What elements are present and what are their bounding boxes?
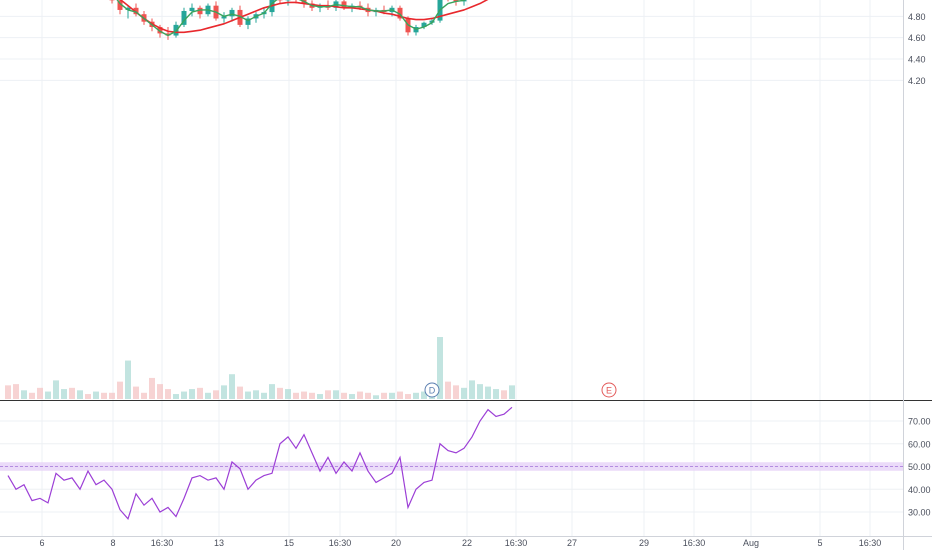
candles (6, 0, 515, 40)
volume-bar (213, 390, 219, 399)
time-tick-label: 22 (462, 538, 472, 548)
volume-bar (85, 394, 91, 399)
volume-bar (237, 387, 243, 399)
volume-bar (341, 393, 347, 399)
volume-bar (333, 390, 339, 399)
marker-label: E (606, 386, 612, 396)
volume-bar (45, 392, 51, 399)
volume-bar (317, 394, 323, 399)
time-tick-label: 15 (284, 538, 294, 548)
volume-bar (165, 389, 171, 399)
volume-bar (485, 387, 491, 399)
time-tick-label: 6 (39, 538, 44, 548)
time-tick-label: 16:30 (329, 538, 352, 548)
volume-bar (205, 393, 211, 399)
marker-label: D (429, 386, 436, 396)
volume-bar (245, 392, 251, 399)
volume-bar (261, 393, 267, 399)
volume-bar (13, 384, 19, 399)
volume-bar (293, 393, 299, 399)
volume-bar (509, 385, 515, 399)
volume-bar (109, 393, 115, 399)
time-tick-label: Aug (743, 538, 759, 548)
volume-bar (29, 393, 35, 399)
rsi-tick-label: 50.00 (908, 462, 931, 472)
volume-bar (381, 393, 387, 399)
rsi-tick-label: 30.00 (908, 508, 931, 518)
volume-bar (101, 393, 107, 399)
volume-bar (53, 380, 59, 399)
volume-bar (325, 390, 331, 399)
volume-bar (445, 382, 451, 399)
time-tick-label: 13 (214, 538, 224, 548)
time-tick-label: 16:30 (859, 538, 882, 548)
time-tick-label: 16:30 (151, 538, 174, 548)
volume-bar (373, 395, 379, 399)
volume-bar (349, 394, 355, 399)
volume-bar (181, 392, 187, 399)
volume-bar (309, 393, 315, 399)
volume-bar (117, 382, 123, 399)
price-tick-label: 4.40 (908, 55, 926, 65)
time-tick-label: 8 (110, 538, 115, 548)
time-tick-label: 5 (817, 538, 822, 548)
volume-bar (173, 394, 179, 399)
volume-bar (37, 388, 43, 399)
price-tick-label: 4.80 (908, 12, 926, 22)
volume-bar (501, 390, 507, 399)
volume-bar (493, 389, 499, 399)
price-tick-label: 4.20 (908, 76, 926, 86)
volume-bar (21, 390, 27, 399)
volume-bar (93, 392, 99, 399)
volume-bar (125, 361, 131, 399)
volume-bar (357, 392, 363, 399)
volume-bar (229, 374, 235, 399)
volume-bar (197, 388, 203, 399)
rsi-tick-label: 40.00 (908, 485, 931, 495)
volume-bar (461, 388, 467, 399)
volume-bar (389, 393, 395, 399)
rsi-panel (0, 407, 903, 518)
volume-bar (365, 393, 371, 399)
time-tick-label: 20 (391, 538, 401, 548)
rsi-tick-label: 70.00 (908, 417, 931, 427)
volume-bar (301, 392, 307, 399)
rsi-tick-label: 60.00 (908, 439, 931, 449)
volume-bar (141, 393, 147, 399)
volume-bar (133, 387, 139, 399)
volume-bar (469, 380, 475, 399)
moving-averages (8, 0, 512, 36)
volume-bar (69, 388, 75, 399)
volume-bar (405, 394, 411, 399)
candle-body (190, 8, 195, 11)
time-tick-label: 16:30 (683, 538, 706, 548)
dividend-marker[interactable]: D (425, 383, 439, 397)
volume-bar (285, 389, 291, 399)
price-tick-label: 4.60 (908, 33, 926, 43)
volume-bar (277, 388, 283, 399)
volume-bar (157, 384, 163, 399)
time-tick-label: 29 (639, 538, 649, 548)
time-tick-label: 16:30 (505, 538, 528, 548)
earnings-marker[interactable]: E (602, 383, 616, 397)
volume-bar (221, 385, 227, 399)
volume-bar (453, 385, 459, 399)
volume-bar (189, 389, 195, 399)
volume-bar (413, 393, 419, 399)
volume-bar (5, 385, 11, 399)
volume-bar (397, 392, 403, 399)
volume-bar (269, 384, 275, 399)
volume-bar (61, 389, 67, 399)
volume-bar (149, 378, 155, 399)
volume-bar (477, 384, 483, 399)
volume-bar (77, 390, 83, 399)
volume-bar (253, 390, 259, 399)
time-tick-label: 27 (567, 538, 577, 548)
